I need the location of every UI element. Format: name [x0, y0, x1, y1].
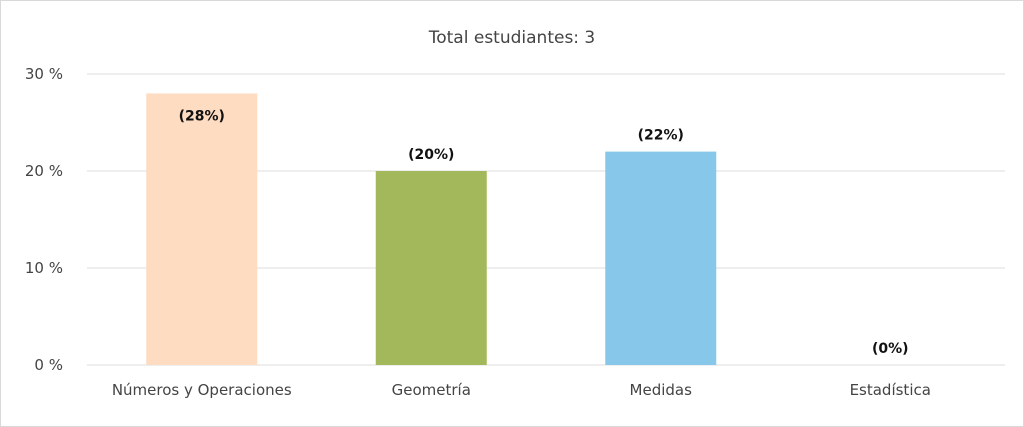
data-label: (20%) — [408, 147, 454, 163]
x-tick-label: Medidas — [630, 381, 693, 399]
y-tick-label: 10 % — [25, 259, 63, 277]
data-labels: (28%) (20%) (22%) (0%) — [179, 108, 909, 357]
y-tick-label: 30 % — [25, 65, 63, 83]
chart-title: Total estudiantes: 3 — [428, 28, 596, 48]
y-axis-ticks: 0 % 10 % 20 % 30 % — [25, 65, 63, 374]
x-tick-label: Geometría — [392, 381, 471, 399]
bar[interactable] — [605, 151, 717, 365]
bar[interactable] — [146, 93, 258, 366]
data-label: (22%) — [638, 128, 684, 144]
y-tick-label: 20 % — [25, 162, 63, 180]
bars — [146, 93, 717, 366]
bar[interactable] — [375, 171, 487, 365]
y-tick-label: 0 % — [34, 356, 63, 374]
data-label: (28%) — [179, 108, 225, 124]
x-tick-label: Números y Operaciones — [112, 381, 292, 399]
x-axis-ticks: Números y Operaciones Geometría Medidas Est… — [112, 381, 931, 399]
x-tick-label: Estadística — [850, 381, 931, 399]
data-label: (0%) — [872, 341, 909, 357]
